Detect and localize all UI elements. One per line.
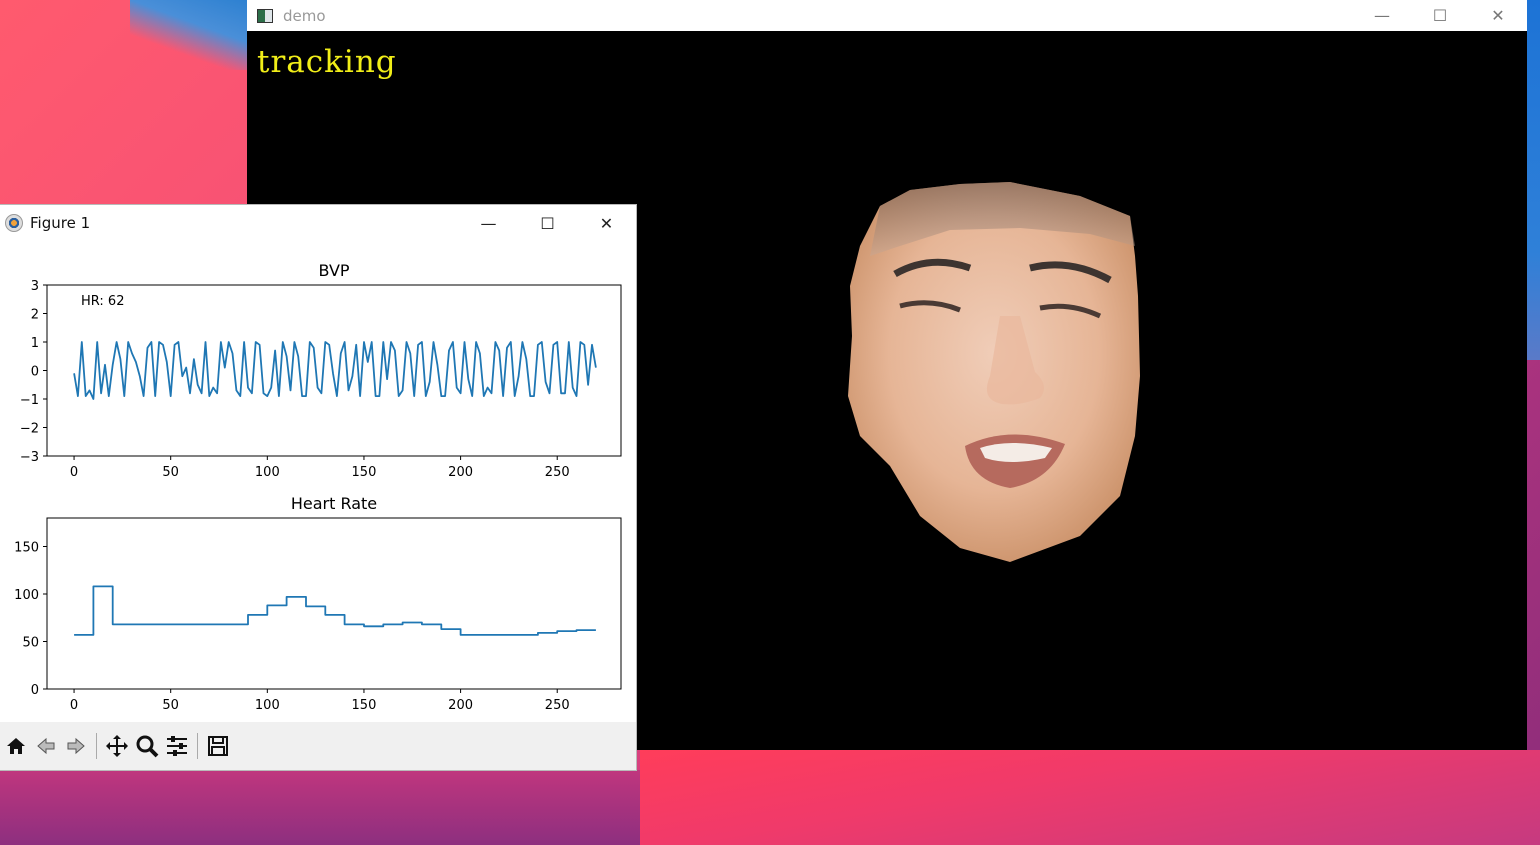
- configure-icon[interactable]: [163, 732, 191, 760]
- toolbar-separator: [197, 733, 198, 759]
- tracking-status-text: tracking: [257, 44, 397, 80]
- figure-close-button[interactable]: ✕: [599, 213, 614, 233]
- hr-x-tick-label: 250: [545, 698, 570, 713]
- navigation-toolbar: [0, 722, 636, 770]
- forward-icon[interactable]: [62, 732, 90, 760]
- face-video-frame: [848, 182, 1140, 562]
- hr-x-tick-label: 0: [70, 698, 78, 713]
- figure-window[interactable]: Figure 1 — ☐ ✕ BVP 0 50 100 150 200 250 3 2 1 0 −1 −…: [0, 205, 636, 770]
- desktop-wallpaper-blue: [130, 0, 260, 70]
- matplotlib-icon: [5, 214, 23, 232]
- bvp-y-tick-label: 3: [31, 279, 39, 294]
- close-button[interactable]: ✕: [1491, 6, 1505, 25]
- figure-titlebar[interactable]: Figure 1 — ☐ ✕: [0, 205, 636, 241]
- zoom-icon[interactable]: [133, 732, 161, 760]
- figure-canvas: BVP 0 50 100 150 200 250 3 2 1 0 −1 −2 −3 HR: 62 Heart …: [14, 261, 622, 713]
- bvp-y-tick-label: 2: [31, 308, 39, 323]
- save-icon[interactable]: [204, 732, 232, 760]
- bvp-y-tick-label: −1: [20, 393, 39, 408]
- bvp-y-tick-label: 0: [31, 365, 39, 380]
- back-icon[interactable]: [32, 732, 60, 760]
- demo-window-title: demo: [283, 6, 326, 25]
- bvp-x-tick-label: 50: [162, 465, 179, 480]
- desktop-wallpaper-pink: [640, 750, 1540, 845]
- toolbar-separator: [96, 733, 97, 759]
- demo-titlebar[interactable]: demo — ☐ ✕: [247, 0, 1527, 31]
- maximize-button[interactable]: ☐: [1432, 6, 1448, 25]
- hr-x-tick-label: 200: [448, 698, 473, 713]
- figure-window-title: Figure 1: [30, 214, 91, 232]
- bvp-hr-annotation: HR: 62: [81, 294, 124, 309]
- bvp-x-tick-label: 0: [70, 465, 78, 480]
- hr-x-tick-label: 100: [255, 698, 280, 713]
- bvp-x-tick-label: 250: [545, 465, 570, 480]
- bvp-y-tick-label: 1: [31, 336, 39, 351]
- hr-y-tick-label: 100: [14, 588, 39, 603]
- minimize-button[interactable]: —: [1374, 6, 1390, 25]
- hr-chart-title: Heart Rate: [291, 494, 377, 513]
- hr-y-tick-label: 0: [31, 683, 39, 698]
- bvp-y-tick-label: −2: [20, 422, 39, 437]
- bvp-chart-title: BVP: [318, 261, 349, 280]
- bvp-y-tick-label: −3: [20, 450, 39, 465]
- figure-minimize-button[interactable]: —: [480, 213, 497, 233]
- hr-series-line: [74, 585, 596, 636]
- pan-icon[interactable]: [103, 732, 131, 760]
- hr-axes-frame: [46, 517, 622, 690]
- hr-y-tick-label: 150: [14, 541, 39, 556]
- hr-y-tick-label: 50: [22, 636, 39, 651]
- hr-x-tick-label: 150: [352, 698, 377, 713]
- desktop-wallpaper-purple: [0, 770, 640, 845]
- figure-maximize-button[interactable]: ☐: [540, 213, 555, 233]
- bvp-axes-frame: [46, 284, 622, 457]
- hr-x-tick-label: 50: [162, 698, 179, 713]
- bvp-x-tick-label: 200: [448, 465, 473, 480]
- bvp-x-tick-label: 150: [352, 465, 377, 480]
- bvp-series-line: [73, 341, 597, 400]
- home-icon[interactable]: [2, 732, 30, 760]
- bvp-x-tick-label: 100: [255, 465, 280, 480]
- app-window-icon: [257, 8, 273, 23]
